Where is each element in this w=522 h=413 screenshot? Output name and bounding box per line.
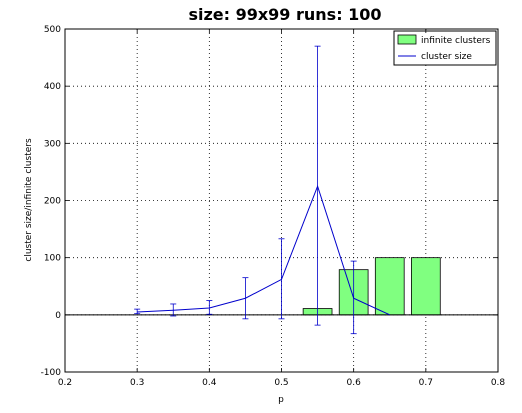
y-tick-label: 0 bbox=[55, 311, 61, 321]
legend: infinite clusters cluster size bbox=[393, 30, 497, 66]
legend-label-cluster-size: cluster size bbox=[421, 52, 472, 62]
y-tick-label: -100 bbox=[41, 368, 62, 378]
line-cluster-size bbox=[137, 184, 390, 316]
x-tick-label: 0.5 bbox=[274, 378, 288, 388]
y-tick-label: 500 bbox=[44, 25, 61, 35]
y-tick-label: 400 bbox=[44, 82, 61, 92]
x-tick-label: 0.2 bbox=[58, 378, 72, 388]
chart-title: size: 99x99 runs: 100 bbox=[188, 5, 381, 24]
y-tick-label: 200 bbox=[44, 197, 61, 207]
legend-swatch-infinite-clusters bbox=[397, 34, 417, 45]
y-tick-label: 100 bbox=[44, 254, 61, 264]
bar-infinite-clusters bbox=[374, 257, 405, 316]
y-tick-label: 300 bbox=[44, 139, 61, 149]
bar-infinite-clusters bbox=[410, 257, 441, 316]
x-tick-label: 0.3 bbox=[130, 378, 144, 388]
x-tick-label: 0.7 bbox=[419, 378, 433, 388]
x-tick-label: 0.6 bbox=[347, 378, 362, 388]
x-tick-label: 0.4 bbox=[202, 378, 217, 388]
legend-label-infinite-clusters: infinite clusters bbox=[421, 36, 491, 46]
x-tick-label: 0.8 bbox=[491, 378, 506, 388]
y-axis-label: cluster size/infinite clusters bbox=[24, 138, 34, 262]
x-axis-label: p bbox=[278, 395, 284, 405]
